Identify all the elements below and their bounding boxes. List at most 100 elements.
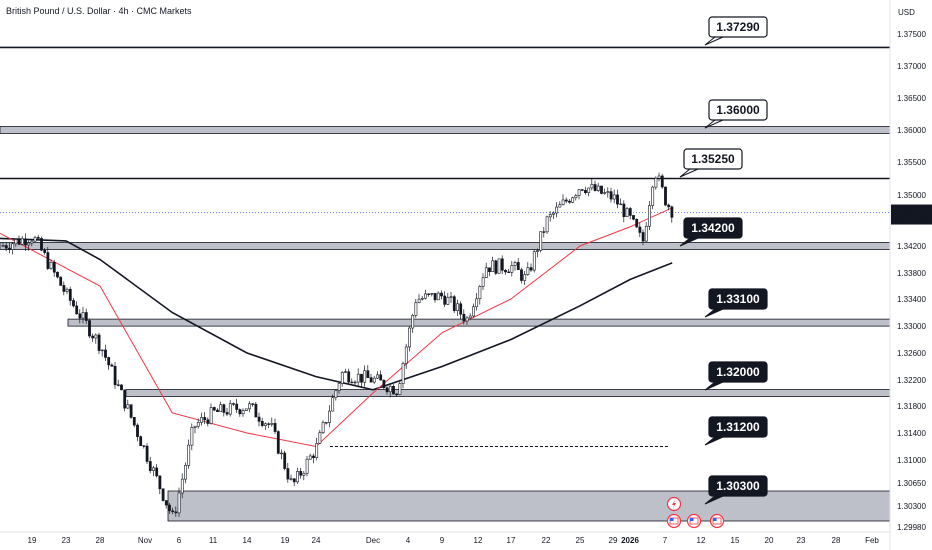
- candle: [331, 394, 335, 412]
- candle-body: [270, 423, 274, 425]
- candle: [465, 315, 469, 325]
- candle: [443, 291, 447, 307]
- level-badge-5: 1.32000: [704, 361, 768, 391]
- candle-body: [347, 371, 351, 383]
- candle-body: [603, 192, 607, 194]
- candle: [184, 462, 187, 484]
- candle-body: [161, 488, 165, 501]
- candle: [555, 202, 559, 218]
- candle-body: [440, 292, 443, 297]
- event-flash-icon: [666, 496, 682, 512]
- level-zone-7: [167, 490, 891, 522]
- level-badge-1: 1.36000: [704, 99, 768, 129]
- candle: [411, 313, 415, 333]
- candle-body: [65, 288, 69, 292]
- time-axis: 19 23 28 Nov 6 11 14 19 24 Dec 4 9 12 17 22 25 29 2026 7 12…: [0, 531, 890, 545]
- y-tick-label: 1.30650: [897, 479, 926, 488]
- candle-body: [446, 297, 450, 305]
- candle-body: [532, 251, 536, 271]
- candle: [8, 242, 11, 254]
- y-tick-label: 1.34200: [897, 242, 926, 251]
- x-tick-label: 12: [474, 536, 483, 545]
- candle-body: [168, 504, 171, 512]
- y-tick-label: 1.31000: [897, 456, 926, 465]
- candle: [251, 403, 255, 407]
- candle-body: [315, 443, 319, 459]
- candle-body: [308, 455, 312, 460]
- candle-body: [184, 465, 187, 480]
- y-tick-label: 1.31400: [897, 429, 926, 438]
- candle-body: [433, 293, 437, 301]
- candle-body: [30, 240, 34, 244]
- candle-body: [417, 298, 421, 303]
- support-resistance-zones: [0, 46, 891, 522]
- candle-body: [331, 397, 335, 412]
- candle: [196, 418, 200, 429]
- current-price-tag: [891, 204, 932, 225]
- candle: [392, 384, 395, 395]
- badge-box: [708, 416, 768, 438]
- candle: [420, 295, 424, 301]
- candle-body: [529, 267, 533, 271]
- candle-body: [651, 186, 655, 206]
- candle: [168, 502, 171, 515]
- candle: [516, 258, 520, 271]
- candle: [110, 363, 114, 367]
- candle: [456, 299, 459, 316]
- candle-body: [612, 194, 616, 200]
- economic-events: [666, 496, 725, 529]
- candle: [520, 267, 523, 284]
- candle-body: [641, 232, 645, 242]
- badge-label: 1.35250: [691, 152, 735, 166]
- candle-body: [379, 374, 383, 381]
- candle-body: [398, 383, 402, 395]
- y-tick-label: 1.36500: [897, 94, 926, 103]
- candle-body: [494, 260, 498, 274]
- candle-body: [40, 238, 43, 251]
- badge-box: [708, 475, 768, 497]
- badge-label: 1.34200: [691, 221, 735, 235]
- candle-body: [564, 199, 568, 202]
- candle-body: [350, 381, 354, 384]
- candle: [584, 186, 587, 195]
- candle-body: [107, 357, 111, 366]
- candle-body: [404, 346, 408, 364]
- candle: [571, 196, 575, 204]
- candle-body: [382, 379, 386, 389]
- x-tick-label: 6: [177, 536, 182, 545]
- candle-body: [209, 407, 213, 424]
- x-tick-label: 23: [62, 536, 71, 545]
- candle: [408, 325, 411, 352]
- candle: [187, 439, 191, 469]
- candle: [667, 203, 671, 211]
- candle: [664, 186, 667, 207]
- candle-body: [193, 425, 197, 428]
- level-badge-4: 1.33100: [704, 288, 768, 318]
- candle-body: [635, 218, 639, 228]
- level-zone-3: [0, 242, 891, 250]
- candle-body: [593, 184, 597, 191]
- candle: [401, 361, 405, 389]
- candle-body: [321, 422, 325, 433]
- candle: [628, 206, 632, 220]
- candle-body: [408, 327, 411, 348]
- candle: [654, 176, 658, 190]
- candle-body: [395, 393, 399, 396]
- candle-body: [216, 409, 219, 412]
- candle: [27, 240, 31, 251]
- candle-body: [120, 384, 123, 391]
- candle-body: [590, 184, 594, 189]
- badge-label: 1.31200: [716, 420, 760, 434]
- candle: [526, 262, 530, 276]
- level-zone-1: [0, 126, 891, 134]
- ema-fast-line: [0, 207, 673, 448]
- level-badges: 1.37290 1.36000 1.35250 1.34200 1.33100 1.320…: [679, 16, 768, 505]
- candle: [43, 248, 47, 255]
- candle: [296, 467, 299, 484]
- candle-body: [577, 189, 581, 196]
- candle-body: [568, 200, 571, 203]
- candle: [328, 405, 331, 428]
- candle-body: [81, 312, 85, 319]
- candle-body: [484, 267, 488, 278]
